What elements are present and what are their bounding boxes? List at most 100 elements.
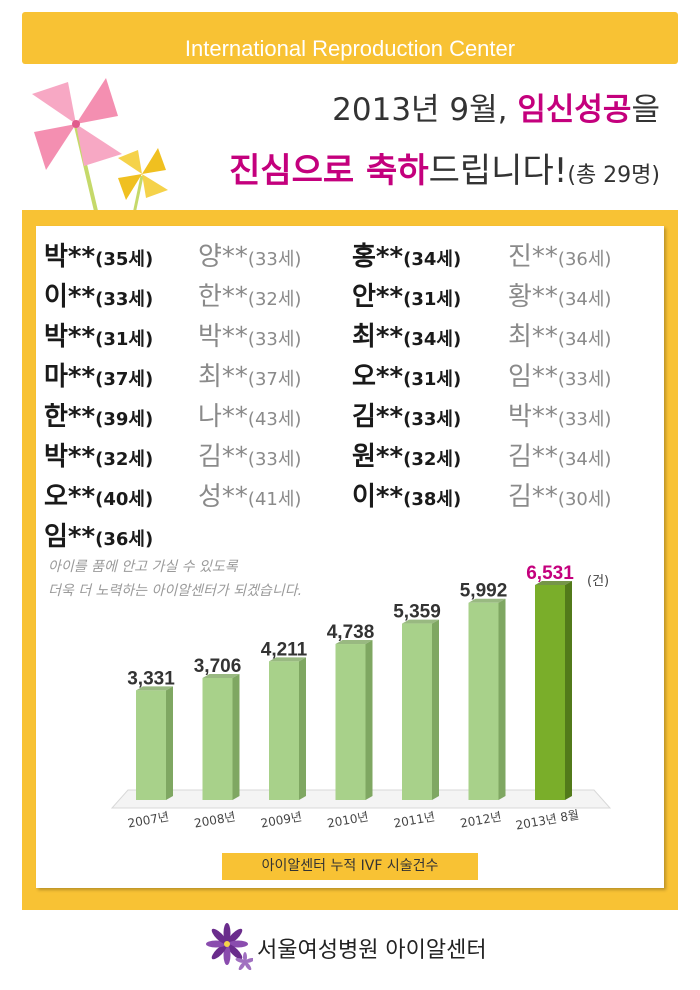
person-name: 한** — [198, 282, 248, 312]
person-age: (33세) — [95, 289, 154, 310]
bar-side — [232, 673, 240, 800]
category-label: 2012년 — [459, 810, 502, 831]
bar-value-label: 4,738 — [327, 622, 375, 643]
bar — [335, 644, 366, 800]
person-entry: 홍**(34세) — [352, 236, 461, 273]
person-entry: 김**(33세) — [352, 396, 461, 433]
bar-top — [535, 581, 572, 585]
person-entry: 임**(36세) — [44, 516, 153, 553]
person-age: (33세) — [247, 449, 302, 470]
person-name: 김** — [352, 402, 404, 432]
person-name: 이** — [352, 482, 404, 512]
bar-side — [565, 581, 572, 800]
bar-side — [166, 686, 173, 800]
person-name: 김** — [198, 442, 248, 472]
headline-line-1: 2013년 9월, 임신성공을 — [229, 88, 660, 132]
bar-top — [202, 673, 240, 678]
message-line-2: 더욱 더 노력하는 아이알센터가 되겠습니다. — [48, 583, 303, 599]
person-name: 원** — [352, 442, 404, 472]
person-name: 양** — [198, 242, 248, 272]
person-name: 임** — [508, 362, 558, 392]
person-name: 황** — [508, 282, 558, 312]
unit-label: (건) — [587, 574, 609, 589]
person-name: 최** — [198, 362, 248, 392]
person-entry: 오**(40세) — [44, 476, 153, 513]
person-entry: 성**(41세) — [198, 476, 301, 513]
person-age: (37세) — [95, 369, 154, 390]
person-entry: 오**(31세) — [352, 356, 461, 393]
person-age: (32세) — [95, 449, 154, 470]
person-entry: 박**(31세) — [44, 316, 153, 353]
person-age: (30세) — [557, 489, 612, 510]
bar-value-label: 3,331 — [127, 668, 175, 689]
bar-value-label: 5,992 — [460, 581, 508, 602]
bar-side — [498, 598, 506, 800]
person-name: 오** — [44, 482, 96, 512]
person-age: (33세) — [403, 409, 462, 430]
person-entry: 황**(34세) — [508, 276, 611, 313]
person-age: (31세) — [95, 329, 154, 350]
category-label: 2007년 — [127, 810, 170, 831]
category-label: 2011년 — [393, 810, 436, 831]
person-entry: 최**(34세) — [352, 316, 461, 353]
bar-value-label: 5,359 — [393, 602, 441, 623]
person-name: 나** — [198, 402, 248, 432]
person-name: 박** — [44, 242, 96, 272]
headline-congrats: 진심으로 축하 — [229, 151, 429, 191]
person-age: (32세) — [247, 289, 302, 310]
person-name: 오** — [352, 362, 404, 392]
person-name: 김** — [508, 442, 558, 472]
bar-value-label: 4,211 — [261, 639, 308, 660]
headline-congrats-end: 드립니다! — [428, 151, 568, 191]
bar-top — [402, 619, 439, 624]
person-entry: 박**(32세) — [44, 436, 153, 473]
header-banner: International Reproduction Center — [22, 12, 678, 64]
person-name: 안** — [352, 282, 404, 312]
person-name: 최** — [352, 322, 404, 352]
headline-line-2: 진심으로 축하드립니다!(총 29명) — [229, 146, 660, 201]
person-entry: 김**(34세) — [508, 436, 611, 473]
bar-top — [468, 598, 506, 603]
person-entry: 박**(33세) — [508, 396, 611, 433]
person-name: 박** — [44, 322, 96, 352]
bar-top — [136, 686, 173, 691]
person-age: (34세) — [557, 449, 612, 470]
bar — [402, 623, 432, 800]
person-entry: 이**(33세) — [44, 276, 153, 313]
headline-particle: 을 — [631, 92, 660, 128]
person-entry: 이**(38세) — [352, 476, 461, 513]
bar-value-label: 3,706 — [194, 656, 242, 677]
bar-top — [269, 657, 306, 662]
headline-total: (총 29명) — [567, 163, 660, 188]
bar-side — [432, 619, 439, 800]
bar — [468, 602, 499, 800]
person-name: 홍** — [352, 242, 404, 272]
person-age: (39세) — [95, 409, 154, 430]
person-age: (34세) — [557, 329, 612, 350]
bar-value-label: 6,531 — [526, 563, 574, 584]
person-age: (38세) — [403, 489, 462, 510]
bar-side — [365, 640, 373, 800]
person-entry: 최**(37세) — [198, 356, 301, 393]
person-age: (33세) — [247, 329, 302, 350]
person-age: (33세) — [557, 369, 612, 390]
person-name: 임** — [44, 522, 96, 552]
banner-title: International Reproduction Center — [184, 36, 516, 61]
person-age: (36세) — [557, 249, 612, 270]
headline-date: 2013년 9월, — [332, 92, 518, 128]
person-entry: 김**(30세) — [508, 476, 611, 513]
message-line-1: 아이를 품에 안고 가실 수 있도록 — [48, 559, 238, 575]
person-age: (33세) — [247, 249, 302, 270]
person-entry: 박**(33세) — [198, 316, 301, 353]
person-entry: 안**(31세) — [352, 276, 461, 313]
person-age: (43세) — [247, 409, 302, 430]
person-name: 한** — [44, 402, 96, 432]
person-name: 최** — [508, 322, 558, 352]
category-label: 2009년 — [260, 810, 303, 831]
category-label: 2013년 8월 — [515, 808, 581, 833]
bar — [535, 585, 565, 800]
person-name: 박** — [508, 402, 558, 432]
person-name: 박** — [198, 322, 248, 352]
person-age: (35세) — [95, 249, 154, 270]
